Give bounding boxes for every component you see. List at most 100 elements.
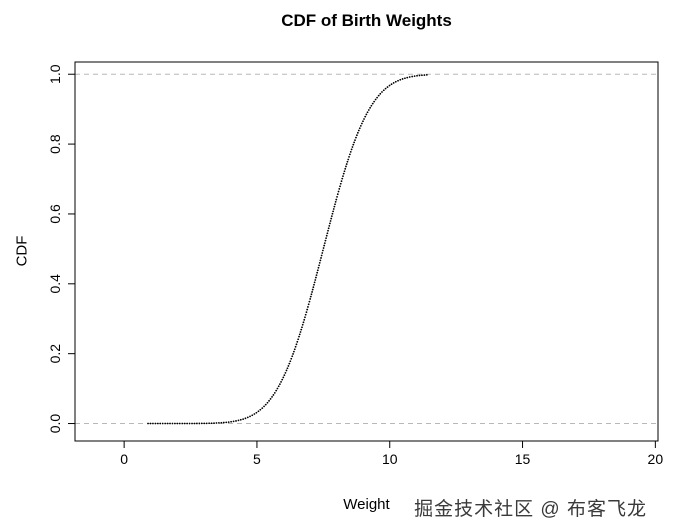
cdf-point	[337, 190, 340, 193]
cdf-point	[329, 222, 331, 225]
cdf-point	[156, 422, 159, 425]
x-tick-label: 15	[515, 451, 531, 467]
cdf-point	[164, 422, 167, 425]
cdf-point	[401, 78, 404, 80]
cdf-point	[322, 247, 325, 249]
cdf-point	[255, 411, 258, 414]
cdf-point	[338, 188, 341, 190]
cdf-point	[349, 153, 351, 156]
cdf-point	[320, 257, 322, 259]
cdf-point	[333, 205, 336, 208]
cdf-point	[328, 224, 331, 227]
cdf-point	[300, 328, 303, 331]
cdf-point	[280, 381, 282, 383]
cdf-point	[152, 422, 154, 425]
cdf-point	[307, 303, 310, 306]
cdf-point	[176, 422, 179, 425]
cdf-point	[376, 96, 378, 99]
cdf-point	[269, 398, 272, 400]
cdf-point	[222, 421, 225, 424]
cdf-point	[293, 350, 295, 353]
cdf-point	[413, 75, 416, 78]
cdf-point	[384, 87, 387, 90]
cdf-point	[404, 77, 406, 80]
cdf-point	[418, 74, 421, 77]
cdf-point	[171, 422, 174, 425]
cdf-point	[291, 355, 294, 358]
cdf-point	[320, 254, 323, 257]
cdf-point	[278, 383, 281, 386]
cdf-point	[343, 170, 346, 173]
cdf-point	[303, 318, 306, 321]
cdf-point	[416, 74, 418, 77]
cdf-point	[244, 417, 247, 420]
cdf-point	[276, 387, 279, 390]
cdf-point	[345, 165, 347, 168]
cdf-point	[313, 283, 315, 286]
cdf-point	[379, 92, 382, 95]
cdf-point	[174, 422, 176, 425]
cdf-point	[316, 271, 319, 274]
cdf-point	[324, 239, 327, 242]
cdf-point	[257, 410, 260, 413]
cdf-point	[342, 172, 345, 175]
cdf-point	[311, 288, 314, 291]
cdf-point	[361, 122, 363, 125]
cdf-point	[225, 421, 228, 424]
cdf-point	[342, 175, 344, 178]
cdf-point	[350, 148, 353, 151]
cdf-point	[288, 362, 291, 365]
cdf-point	[356, 131, 359, 134]
cdf-point	[330, 215, 333, 218]
cdf-point	[295, 343, 298, 346]
cdf-point	[284, 371, 287, 374]
cdf-point	[408, 76, 411, 78]
cdf-point	[200, 422, 203, 425]
cdf-point	[351, 146, 354, 148]
cdf-point	[246, 416, 249, 419]
cdf-point	[332, 208, 335, 210]
cdf-point	[321, 252, 324, 254]
cdf-point	[325, 237, 327, 240]
y-axis-label: CDF	[13, 235, 31, 267]
cdf-point	[411, 75, 414, 78]
cdf-point	[299, 331, 302, 333]
cdf-point	[312, 286, 315, 289]
cdf-point	[161, 422, 164, 425]
cdf-point	[336, 195, 338, 198]
cdf-point	[266, 401, 269, 404]
cdf-point	[178, 422, 181, 425]
cdf-point	[263, 405, 265, 408]
y-tick-label: 0.6	[47, 204, 63, 224]
cdf-point	[196, 422, 198, 425]
cdf-point	[313, 281, 316, 284]
cdf-point	[355, 136, 357, 139]
cdf-point	[316, 269, 319, 272]
cdf-point	[239, 418, 242, 421]
cdf-point	[272, 394, 275, 396]
cdf-point	[253, 413, 256, 415]
chart-title: CDF of Birth Weights	[281, 11, 452, 30]
cdf-point	[362, 120, 364, 123]
cdf-point	[359, 124, 362, 127]
cdf-point	[293, 348, 296, 351]
x-tick-label: 10	[382, 451, 398, 467]
cdf-point	[213, 422, 215, 425]
cdf-point	[364, 115, 367, 118]
cdf-point	[283, 374, 286, 377]
cdf-point	[347, 158, 350, 161]
cdf-point	[227, 421, 230, 423]
cdf-point	[301, 326, 303, 329]
cdf-point	[399, 78, 402, 81]
cdf-point	[287, 365, 290, 367]
x-tick-label: 20	[648, 451, 664, 467]
cdf-point	[373, 100, 376, 103]
cdf-point	[304, 316, 306, 319]
cdf-point	[286, 367, 289, 370]
cdf-point	[259, 408, 262, 411]
cdf-point	[327, 227, 330, 230]
cdf-point	[394, 80, 397, 83]
cdf-point	[230, 420, 233, 423]
cdf-point	[281, 378, 284, 381]
